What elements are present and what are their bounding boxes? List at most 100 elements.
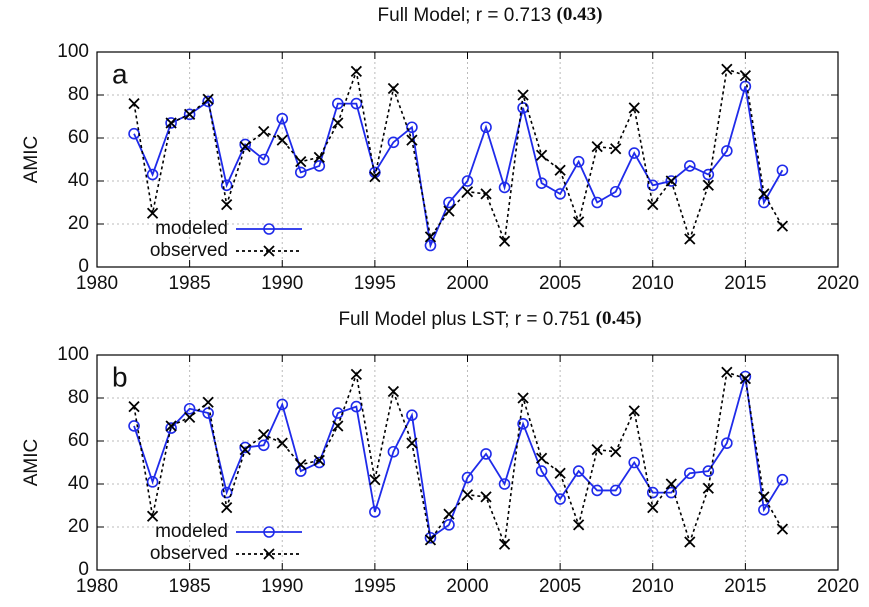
marker: [424, 239, 437, 252]
plot-frame: [96, 354, 839, 571]
marker: [480, 448, 492, 460]
y-tick-label: 20: [68, 213, 89, 234]
marker: [758, 188, 770, 200]
marker: [332, 97, 344, 110]
marker: [628, 147, 641, 159]
marker: [350, 368, 362, 380]
marker: [128, 400, 140, 413]
marker: [610, 143, 622, 155]
marker: [239, 140, 251, 153]
y-tick-label: 100: [57, 41, 89, 62]
marker: [165, 117, 177, 129]
y-tick-label: 80: [68, 387, 89, 408]
marker: [702, 482, 714, 494]
y-tick-label: 60: [68, 127, 89, 148]
marker: [776, 523, 789, 535]
marker: [239, 443, 251, 456]
marker: [221, 199, 233, 211]
marker: [424, 231, 437, 243]
marker: [480, 121, 492, 134]
marker: [628, 456, 641, 469]
marker: [684, 536, 696, 548]
marker: [739, 370, 752, 383]
marker: [647, 502, 659, 514]
y-tick-label: 20: [68, 516, 89, 537]
marker: [646, 179, 659, 192]
marker: [276, 437, 288, 449]
marker: [276, 112, 289, 125]
marker: [646, 486, 659, 499]
marker: [721, 366, 733, 378]
x-tick-label: 2015: [724, 273, 766, 294]
marker: [276, 134, 288, 146]
marker: [480, 491, 492, 503]
marker: [369, 506, 381, 518]
marker: [202, 95, 214, 108]
marker: [183, 402, 196, 415]
marker: [498, 181, 511, 194]
x-tick-label: 1995: [354, 273, 396, 294]
marker: [721, 63, 733, 75]
marker: [387, 445, 400, 458]
marker: [295, 459, 307, 471]
marker: [535, 149, 548, 161]
panel-label: a: [112, 58, 128, 89]
marker: [535, 177, 548, 189]
marker: [572, 465, 585, 477]
marker: [591, 443, 603, 456]
marker: [424, 531, 437, 544]
marker: [443, 519, 455, 531]
marker: [221, 502, 233, 514]
marker: [257, 439, 270, 452]
marker: [239, 138, 251, 151]
x-tick-label: 1985: [168, 273, 210, 294]
marker: [721, 145, 733, 157]
x-tick-label: 2005: [539, 273, 581, 294]
x-tick-label: 2005: [539, 576, 581, 597]
x-tick-label: 2000: [446, 273, 488, 294]
marker: [683, 467, 696, 480]
marker: [702, 179, 714, 191]
marker: [369, 171, 381, 183]
marker: [739, 80, 752, 93]
marker: [517, 102, 529, 114]
marker: [202, 93, 214, 105]
title-text: Full Model plus LST; r = 0.751: [338, 309, 590, 330]
series-line: [133, 376, 784, 540]
marker: [647, 199, 659, 211]
marker: [387, 136, 400, 149]
marker: [628, 405, 640, 417]
marker: [591, 196, 603, 209]
legend-label: observed: [150, 240, 228, 261]
chart-title: Full Model; r = 0.713 (0.43): [378, 4, 603, 26]
marker: [443, 205, 455, 217]
x-tick-label: 2010: [632, 576, 674, 597]
marker: [313, 454, 325, 466]
y-tick-label: 80: [68, 84, 89, 105]
marker: [702, 168, 715, 181]
marker: [739, 70, 752, 82]
marker: [183, 108, 196, 121]
marker: [591, 484, 603, 497]
marker: [257, 153, 270, 166]
marker: [128, 97, 140, 110]
marker: [220, 179, 233, 192]
marker: [498, 478, 511, 490]
x-tick-label: 2020: [817, 576, 859, 597]
x-tick-label: 1980: [76, 576, 118, 597]
marker: [498, 235, 511, 247]
x-tick-label: 2015: [724, 576, 766, 597]
marker: [683, 160, 696, 172]
x-tick-label: 2000: [446, 576, 488, 597]
y-tick-label: 100: [57, 344, 89, 365]
legend-marker: [263, 548, 275, 560]
marker: [313, 151, 325, 163]
legend-label: observed: [150, 543, 228, 564]
legend-marker: [263, 526, 275, 538]
marker: [721, 437, 733, 449]
marker: [776, 164, 789, 177]
marker: [498, 538, 511, 550]
marker: [480, 188, 492, 200]
plot-frame: [96, 51, 839, 268]
